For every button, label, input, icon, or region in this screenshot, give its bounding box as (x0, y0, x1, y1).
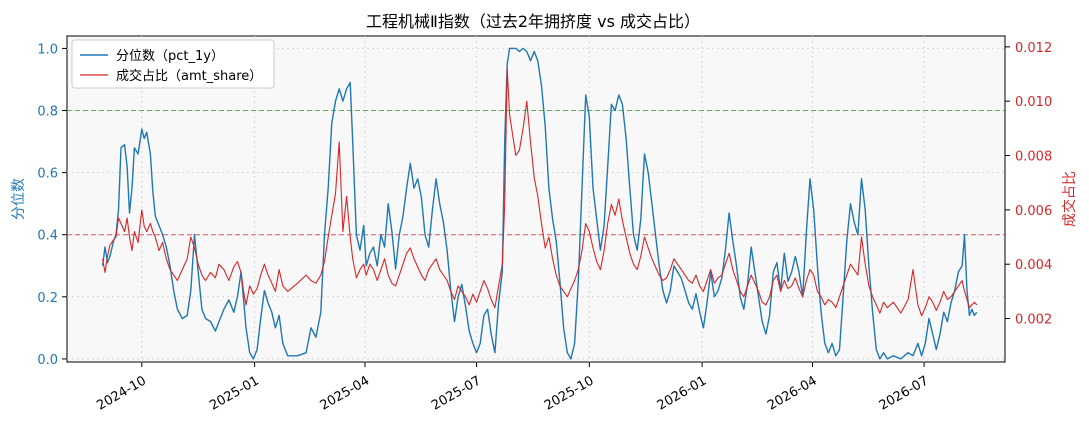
y-axis-right-label: 成交占比 (1061, 171, 1078, 227)
legend-label-amt: 成交占比（amt_share） (116, 68, 262, 84)
y-right-tick-label: 0.010 (1015, 95, 1052, 110)
series-lines (101, 47, 978, 360)
plot-area (66, 35, 1006, 363)
x-tick-label: 2025-04 (318, 373, 373, 413)
legend-box (71, 39, 275, 89)
x-tick-label: 2026-04 (765, 373, 820, 413)
y-left-tick-label: 0.4 (37, 229, 58, 244)
y-right-tick-label: 0.006 (1015, 204, 1052, 219)
y-right-tick-label: 0.004 (1015, 258, 1052, 273)
series-line-pct (101, 47, 978, 360)
y-right-tick-label: 0.008 (1015, 150, 1052, 165)
x-tick-label: 2024-10 (94, 373, 149, 413)
y-left-tick-label: 0.2 (37, 291, 58, 306)
x-tick-label: 2025-01 (207, 373, 262, 413)
legend: 分位数（pct_1y） 成交占比（amt_share） (71, 39, 275, 89)
x-tick-label: 2026-07 (877, 373, 932, 413)
y-axis-left-label: 分位数 (11, 178, 27, 220)
y-left-tick-label: 0.6 (37, 167, 58, 182)
legend-label-pct: 分位数（pct_1y） (116, 49, 224, 64)
threshold-lines (67, 110, 1005, 236)
y-left-tick-label: 0.8 (37, 105, 58, 120)
y-left-tick-label: 1.0 (37, 42, 58, 57)
x-tick-label: 2026-01 (655, 373, 710, 413)
x-tick-label: 2025-07 (429, 373, 484, 413)
y-right-tick-label: 0.002 (1015, 313, 1052, 328)
chart-title: 工程机械Ⅱ指数（过去2年拥挤度 vs 成交占比） (366, 12, 700, 31)
y-right-tick-label: 0.012 (1015, 41, 1052, 56)
x-tick-label: 2025-10 (542, 373, 597, 413)
y-left-tick-label: 0.0 (37, 353, 58, 368)
series-line-amt (102, 68, 978, 317)
